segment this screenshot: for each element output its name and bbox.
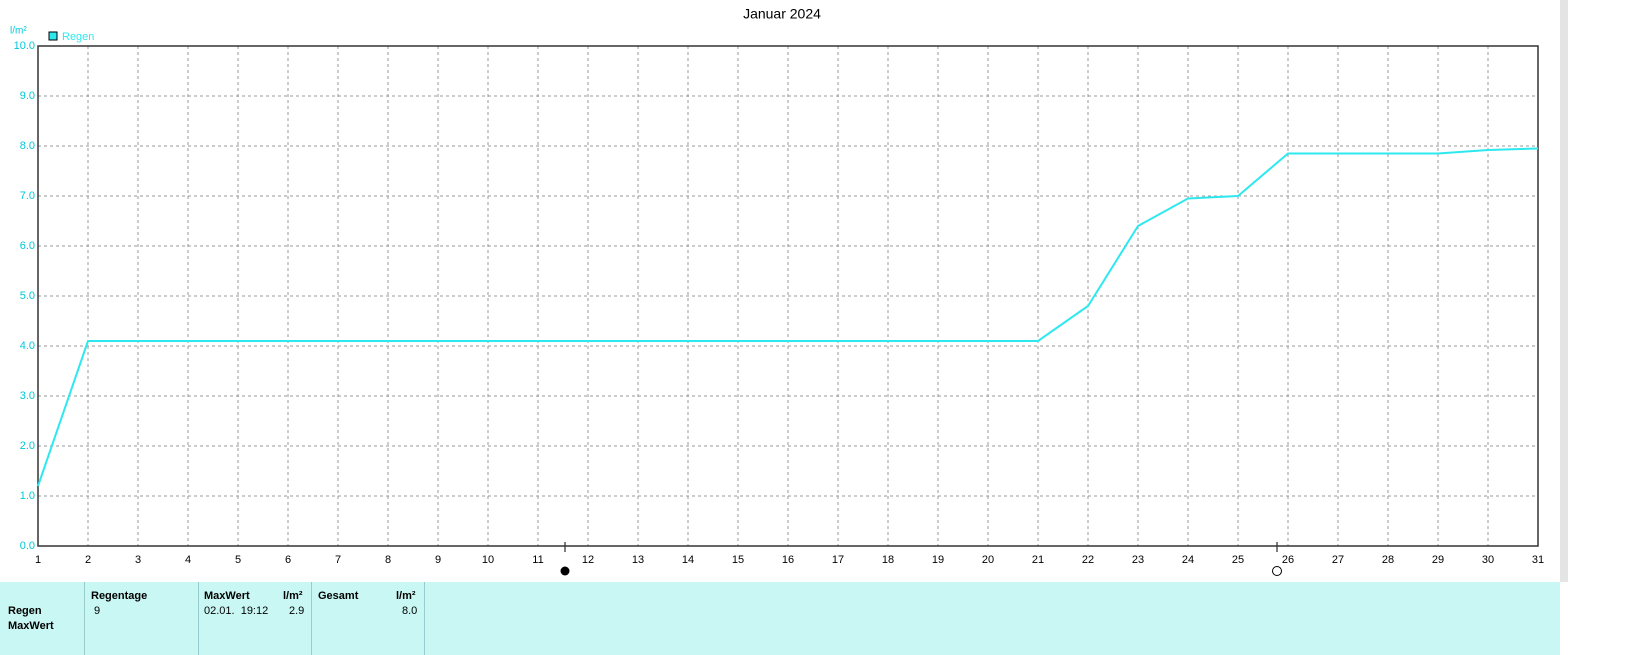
- x-tick-label: 8: [385, 554, 391, 566]
- scrollbar[interactable]: [1560, 0, 1568, 582]
- legend-label: Regen: [62, 31, 94, 43]
- full-moon-icon: [1272, 566, 1282, 576]
- legend-swatch: [48, 31, 58, 41]
- cell: 02.01. 19:12: [204, 605, 269, 617]
- separator: [311, 582, 312, 655]
- x-tick-label: 21: [1032, 554, 1044, 566]
- x-tick-label: 7: [335, 554, 341, 566]
- column-header: l/m²: [283, 590, 303, 602]
- x-tick-label: 19: [932, 554, 944, 566]
- x-tick-label: 18: [882, 554, 894, 566]
- x-tick-label: 28: [1382, 554, 1394, 566]
- x-tick-label: 10: [482, 554, 494, 566]
- column-header: MaxWert: [204, 590, 250, 602]
- separator: [424, 582, 425, 655]
- x-tick-label: 23: [1132, 554, 1144, 566]
- y-tick-label: 8.0: [20, 140, 35, 152]
- x-tick-label: 4: [185, 554, 191, 566]
- x-tick-label: 3: [135, 554, 141, 566]
- x-tick-label: 17: [832, 554, 844, 566]
- x-tick-label: 14: [682, 554, 694, 566]
- y-tick-label: 10.0: [14, 40, 35, 52]
- x-tick-label: 31: [1532, 554, 1544, 566]
- x-tick-label: 29: [1432, 554, 1444, 566]
- stats-table: Regentage MaxWert l/m² Gesamt l/m² Regen…: [0, 582, 1560, 655]
- column-header: l/m²: [396, 590, 416, 602]
- cell: 8.0: [402, 605, 418, 617]
- y-tick-label: 1.0: [20, 490, 35, 502]
- y-tick-label: 2.0: [20, 440, 35, 452]
- x-tick-label: 20: [982, 554, 994, 566]
- x-tick-label: 30: [1482, 554, 1494, 566]
- x-tick-label: 22: [1082, 554, 1094, 566]
- y-tick-label: 9.0: [20, 90, 35, 102]
- y-axis-label: l/m²: [10, 26, 27, 37]
- y-tick-label: 7.0: [20, 190, 35, 202]
- chart-title: Januar 2024: [743, 6, 821, 22]
- x-tick-label: 12: [582, 554, 594, 566]
- plot-frame: [37, 45, 1539, 547]
- cell: 2.9: [289, 605, 305, 617]
- y-tick-label: 5.0: [20, 290, 35, 302]
- chart: Januar 2024 l/m² 0.0 1.0 2.0 3.0 4.0 5.0 6.0 7.…: [10, 0, 1568, 582]
- separator: [84, 582, 85, 655]
- y-tick-label: 4.0: [20, 340, 35, 352]
- x-tick-label: 13: [632, 554, 644, 566]
- x-tick-label: 24: [1182, 554, 1194, 566]
- new-moon-icon: [560, 566, 570, 576]
- x-tick-label: 2: [85, 554, 91, 566]
- column-header: Regentage: [91, 590, 148, 602]
- x-tick-label: 27: [1332, 554, 1344, 566]
- cell: 9: [94, 605, 101, 617]
- x-tick-label: 16: [782, 554, 794, 566]
- x-tick-label: 25: [1232, 554, 1244, 566]
- row-label: Regen: [8, 605, 42, 617]
- x-tick-label: 15: [732, 554, 744, 566]
- x-tick-label: 6: [285, 554, 291, 566]
- y-tick-label: 6.0: [20, 240, 35, 252]
- y-tick-label: 0.0: [20, 540, 35, 552]
- x-tick-label: 26: [1282, 554, 1294, 566]
- x-tick-label: 11: [532, 554, 543, 566]
- row-label: MaxWert: [8, 620, 54, 632]
- x-tick-label: 9: [435, 554, 441, 566]
- x-tick-label: 5: [235, 554, 241, 566]
- column-header: Gesamt: [318, 590, 359, 602]
- separator: [198, 582, 199, 655]
- series-line: [37, 147, 1539, 487]
- x-tick-label: 1: [35, 554, 41, 566]
- y-tick-label: 3.0: [20, 390, 35, 402]
